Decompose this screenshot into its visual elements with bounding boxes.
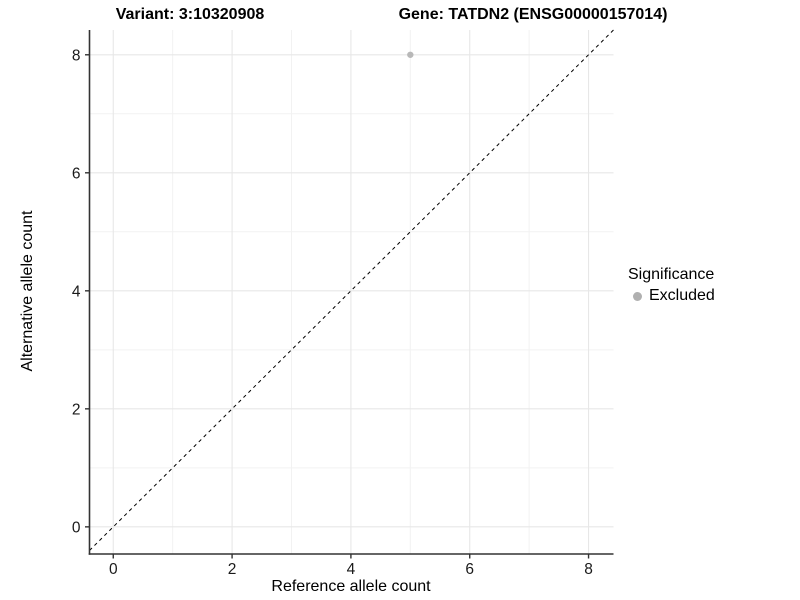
panel-background: [89, 30, 614, 554]
y-tick-label: 4: [72, 283, 81, 300]
x-tick-label: 6: [465, 561, 474, 578]
x-tick-label: 0: [109, 561, 118, 578]
x-axis-title: Reference allele count: [271, 578, 431, 595]
legend-title: Significance: [628, 266, 715, 283]
legend: Significance Excluded: [628, 266, 715, 305]
x-tick-label: 2: [228, 561, 237, 578]
x-tick-label: 8: [584, 561, 593, 578]
y-tick-label: 6: [72, 165, 81, 182]
data-point: [407, 51, 414, 58]
gene-title: Gene: TATDN2 (ENSG00000157014): [398, 6, 668, 23]
y-axis-title: Alternative allele count: [19, 210, 36, 372]
y-tick-label: 2: [72, 401, 81, 418]
y-tick-label: 8: [72, 47, 81, 64]
y-tick-label: 0: [72, 519, 81, 536]
excluded-point-icon: [633, 291, 642, 301]
variant-title: Variant: 3:10320908: [115, 6, 265, 23]
legend-entry-label: Excluded: [649, 287, 715, 304]
legend-entry-excluded: Excluded: [628, 287, 715, 305]
x-tick-label: 4: [347, 561, 356, 578]
